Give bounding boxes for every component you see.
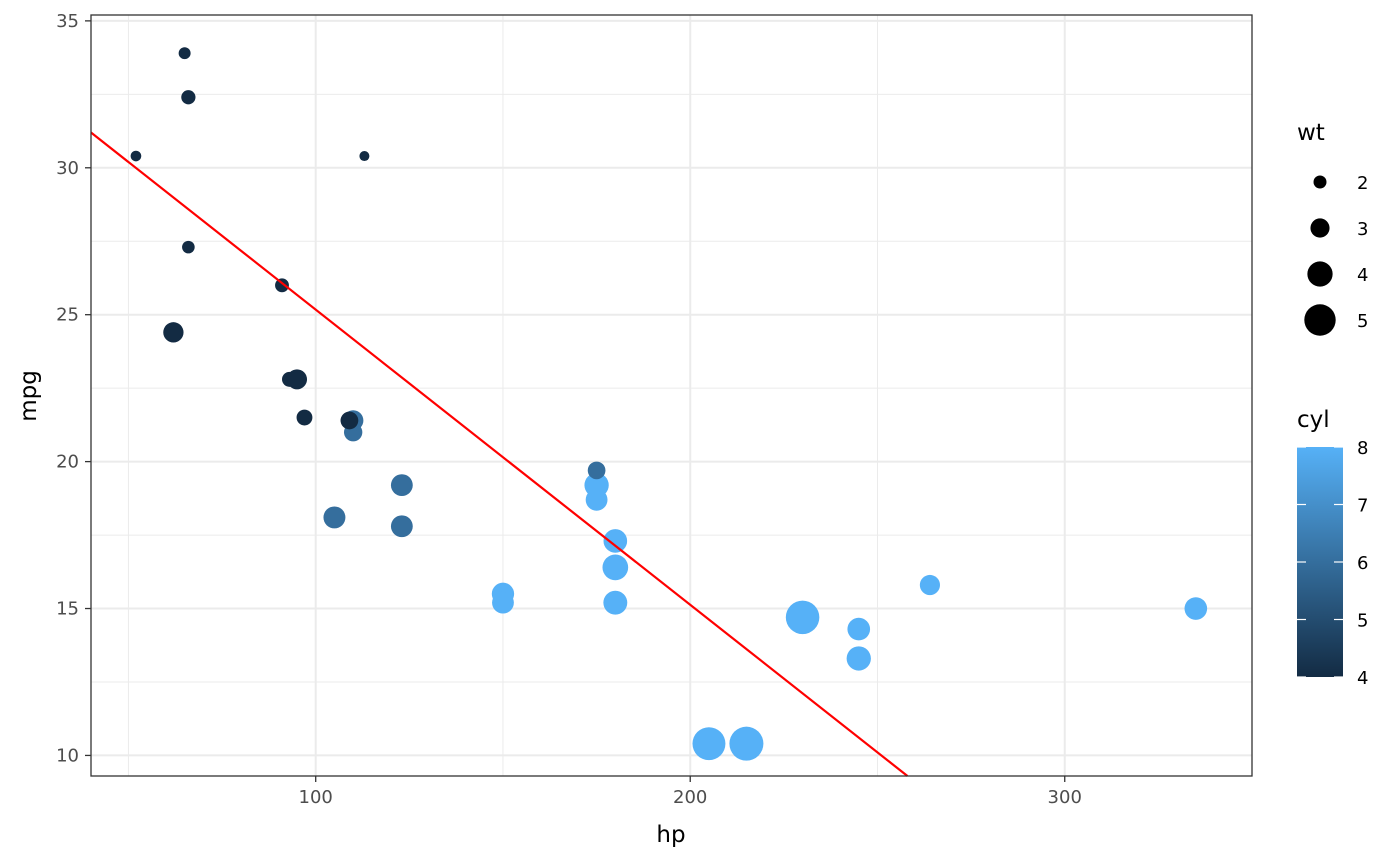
data-point [296,409,313,426]
data-point [584,472,609,498]
size-legend-key [1307,261,1333,287]
color-legend-label: 8 [1357,438,1368,459]
data-point [390,474,413,497]
panel-border-group [90,14,1253,777]
y-tick-label: 15 [56,599,79,620]
size-legend-key [1310,218,1330,238]
data-point [587,461,606,480]
plot-panel [91,15,1252,776]
size-legend-label: 3 [1357,219,1368,240]
data-point [603,529,628,553]
color-legend-label: 5 [1357,611,1368,632]
y-axis-title: mpg [16,370,42,422]
x-tick-label: 300 [1048,787,1082,808]
size-legend-key [1304,304,1336,336]
panel-fill [91,15,1252,776]
size-legend-title: wt [1297,120,1325,146]
data-point [847,617,871,641]
fit-line-group [90,131,909,777]
color-legend-label: 6 [1357,553,1368,574]
data-point [182,240,195,254]
y-tick-label: 25 [56,305,79,326]
data-point [785,600,820,635]
y-axis-ticks: 10 15 20 25 30 35 [56,11,91,766]
x-tick-label: 100 [299,787,333,808]
data-points [130,47,1208,761]
size-legend-key [1313,175,1327,189]
data-point [323,506,346,529]
data-point [729,726,764,761]
x-axis-title: hp [656,822,685,848]
data-point [390,515,413,538]
y-tick-label: 30 [56,158,79,179]
data-point [340,411,359,430]
data-point [846,646,871,671]
size-legend: 2 3 4 5 [1304,173,1368,336]
color-legend-label: 7 [1357,496,1368,517]
data-point [163,322,184,343]
data-point [286,369,308,390]
color-legend: 4 5 6 7 8 [1297,438,1368,689]
grid-major [91,15,1252,776]
data-point [359,151,370,162]
color-legend-title: cyl [1297,407,1330,433]
size-legend-label: 4 [1357,265,1368,286]
y-tick-label: 35 [56,11,79,32]
data-point [275,278,289,293]
data-point [492,591,514,614]
color-legend-label: 4 [1357,668,1368,689]
x-axis-ticks: 100 200 300 [299,776,1082,808]
x-tick-label: 200 [673,787,707,808]
y-tick-label: 20 [56,452,79,473]
data-point [919,574,941,596]
data-point [602,554,629,581]
data-point [603,590,628,615]
data-point [130,150,142,162]
data-point [178,47,191,60]
y-tick-label: 10 [56,745,79,766]
size-legend-label: 5 [1357,311,1368,332]
data-point [692,727,726,761]
data-point [1184,597,1208,620]
data-point [181,90,196,105]
fit-line [90,131,909,777]
panel-border [90,14,1253,777]
size-legend-label: 2 [1357,173,1368,194]
